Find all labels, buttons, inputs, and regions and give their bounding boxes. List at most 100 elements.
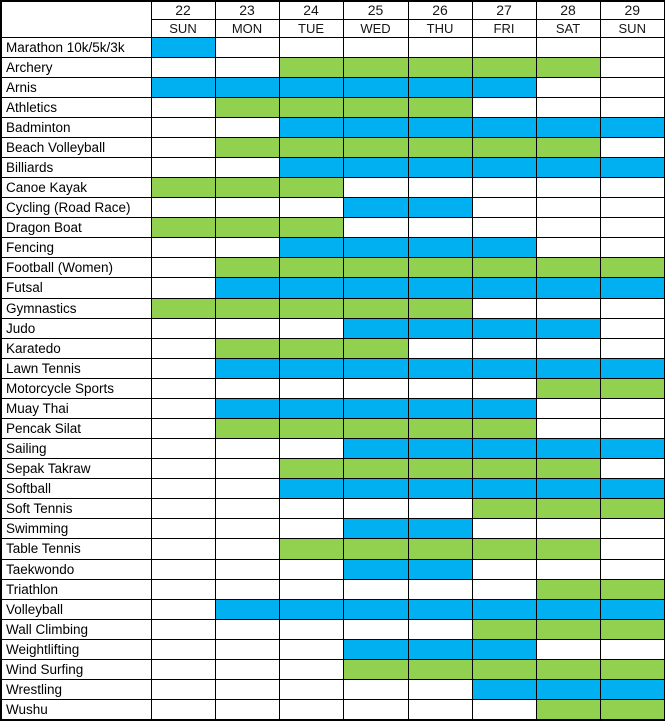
- table-row: Wall Climbing: [0, 618, 665, 640]
- sport-label: Softball: [0, 478, 152, 500]
- schedule-cell: [599, 538, 665, 560]
- schedule-cell: [471, 438, 537, 460]
- sport-label: Lawn Tennis: [0, 357, 152, 379]
- schedule-cell: [471, 699, 537, 721]
- schedule-cell: [278, 699, 344, 721]
- day-header: SUN: [150, 18, 216, 38]
- schedule-cell: [471, 458, 537, 480]
- schedule-cell: [342, 357, 409, 379]
- schedule-cell: [471, 297, 537, 319]
- table-row: Wind Surfing: [0, 658, 665, 681]
- table-row: Canoe Kayak: [0, 177, 665, 199]
- schedule-cell: [150, 638, 216, 660]
- sport-label: Weightlifting: [0, 638, 152, 660]
- schedule-cell: [278, 297, 344, 319]
- sport-label: Athletics: [0, 96, 152, 118]
- schedule-cell: [535, 96, 601, 118]
- sport-label: Cycling (Road Race): [0, 197, 152, 219]
- schedule-cell: [407, 458, 473, 480]
- table-row: Weightlifting: [0, 638, 665, 660]
- schedule-cell: [214, 277, 280, 299]
- schedule-cell: [342, 478, 409, 500]
- schedule-cell: [342, 538, 409, 560]
- schedule-cell: [407, 658, 473, 681]
- sport-label: Gymnastics: [0, 297, 152, 319]
- schedule-cell: [342, 297, 409, 319]
- sport-label: Dragon Boat: [0, 217, 152, 239]
- schedule-cell: [599, 478, 665, 500]
- day-header: TUE: [278, 18, 344, 38]
- schedule-cell: [471, 76, 537, 98]
- schedule-cell: [407, 558, 473, 580]
- schedule-cell: [342, 678, 409, 701]
- day-header: FRI: [471, 18, 537, 38]
- schedule-cell: [471, 217, 537, 239]
- schedule-cell: [535, 678, 601, 701]
- schedule-cell: [278, 558, 344, 580]
- schedule-cell: [535, 337, 601, 359]
- table-row: Cycling (Road Race): [0, 197, 665, 219]
- schedule-cell: [214, 438, 280, 460]
- schedule-cell: [342, 578, 409, 600]
- schedule-cell: [407, 76, 473, 98]
- schedule-cell: [535, 297, 601, 319]
- schedule-cell: [214, 56, 280, 78]
- sport-label: Wind Surfing: [0, 658, 152, 681]
- schedule-cell: [150, 116, 216, 138]
- sport-label: Sepak Takraw: [0, 458, 152, 480]
- sport-label: Volleyball: [0, 598, 152, 620]
- sport-label: Motorcycle Sports: [0, 377, 152, 399]
- sport-label: Karatedo: [0, 337, 152, 359]
- table-row: Volleyball: [0, 598, 665, 620]
- schedule-cell: [342, 56, 409, 78]
- schedule-cell: [471, 518, 537, 540]
- schedule-cell: [150, 658, 216, 681]
- schedule-cell: [535, 116, 601, 138]
- sport-label: Fencing: [0, 237, 152, 259]
- date-header: 28: [535, 0, 601, 20]
- schedule-cell: [214, 518, 280, 540]
- schedule-cell: [535, 237, 601, 259]
- schedule-cell: [599, 638, 665, 660]
- schedule-cell: [407, 699, 473, 721]
- schedule-cell: [150, 177, 216, 199]
- sport-label: Sailing: [0, 438, 152, 460]
- schedule-cell: [471, 36, 537, 58]
- schedule-cell: [150, 377, 216, 399]
- schedule-cell: [342, 518, 409, 540]
- schedule-cell: [150, 417, 216, 440]
- table-row: Gymnastics: [0, 297, 665, 319]
- schedule-cell: [407, 217, 473, 239]
- schedule-cell: [150, 598, 216, 620]
- schedule-cell: [278, 36, 344, 58]
- schedule-cell: [535, 518, 601, 540]
- schedule-cell: [214, 638, 280, 660]
- date-header: 23: [214, 0, 280, 20]
- table-row: Football (Women): [0, 257, 665, 279]
- table-row: Beach Volleyball: [0, 136, 665, 158]
- schedule-cell: [150, 317, 216, 339]
- schedule-cell: [599, 136, 665, 158]
- schedule-cell: [214, 217, 280, 239]
- day-header: SUN: [599, 18, 665, 38]
- schedule-cell: [214, 658, 280, 681]
- schedule-cell: [407, 397, 473, 419]
- schedule-cell: [599, 558, 665, 580]
- schedule-cell: [278, 96, 344, 118]
- corner-cell: [0, 0, 152, 38]
- schedule-cell: [407, 36, 473, 58]
- sport-label: Muay Thai: [0, 397, 152, 419]
- schedule-cell: [407, 518, 473, 540]
- sport-label: Triathlon: [0, 578, 152, 600]
- schedule-cell: [471, 618, 537, 640]
- sport-label: Taekwondo: [0, 558, 152, 580]
- sport-label: Arnis: [0, 76, 152, 98]
- schedule-cell: [471, 578, 537, 600]
- schedule-cell: [407, 237, 473, 259]
- schedule-cell: [214, 678, 280, 701]
- schedule-cell: [278, 598, 344, 620]
- schedule-cell: [599, 116, 665, 138]
- schedule-cell: [150, 56, 216, 78]
- schedule-cell: [278, 217, 344, 239]
- schedule-cell: [407, 136, 473, 158]
